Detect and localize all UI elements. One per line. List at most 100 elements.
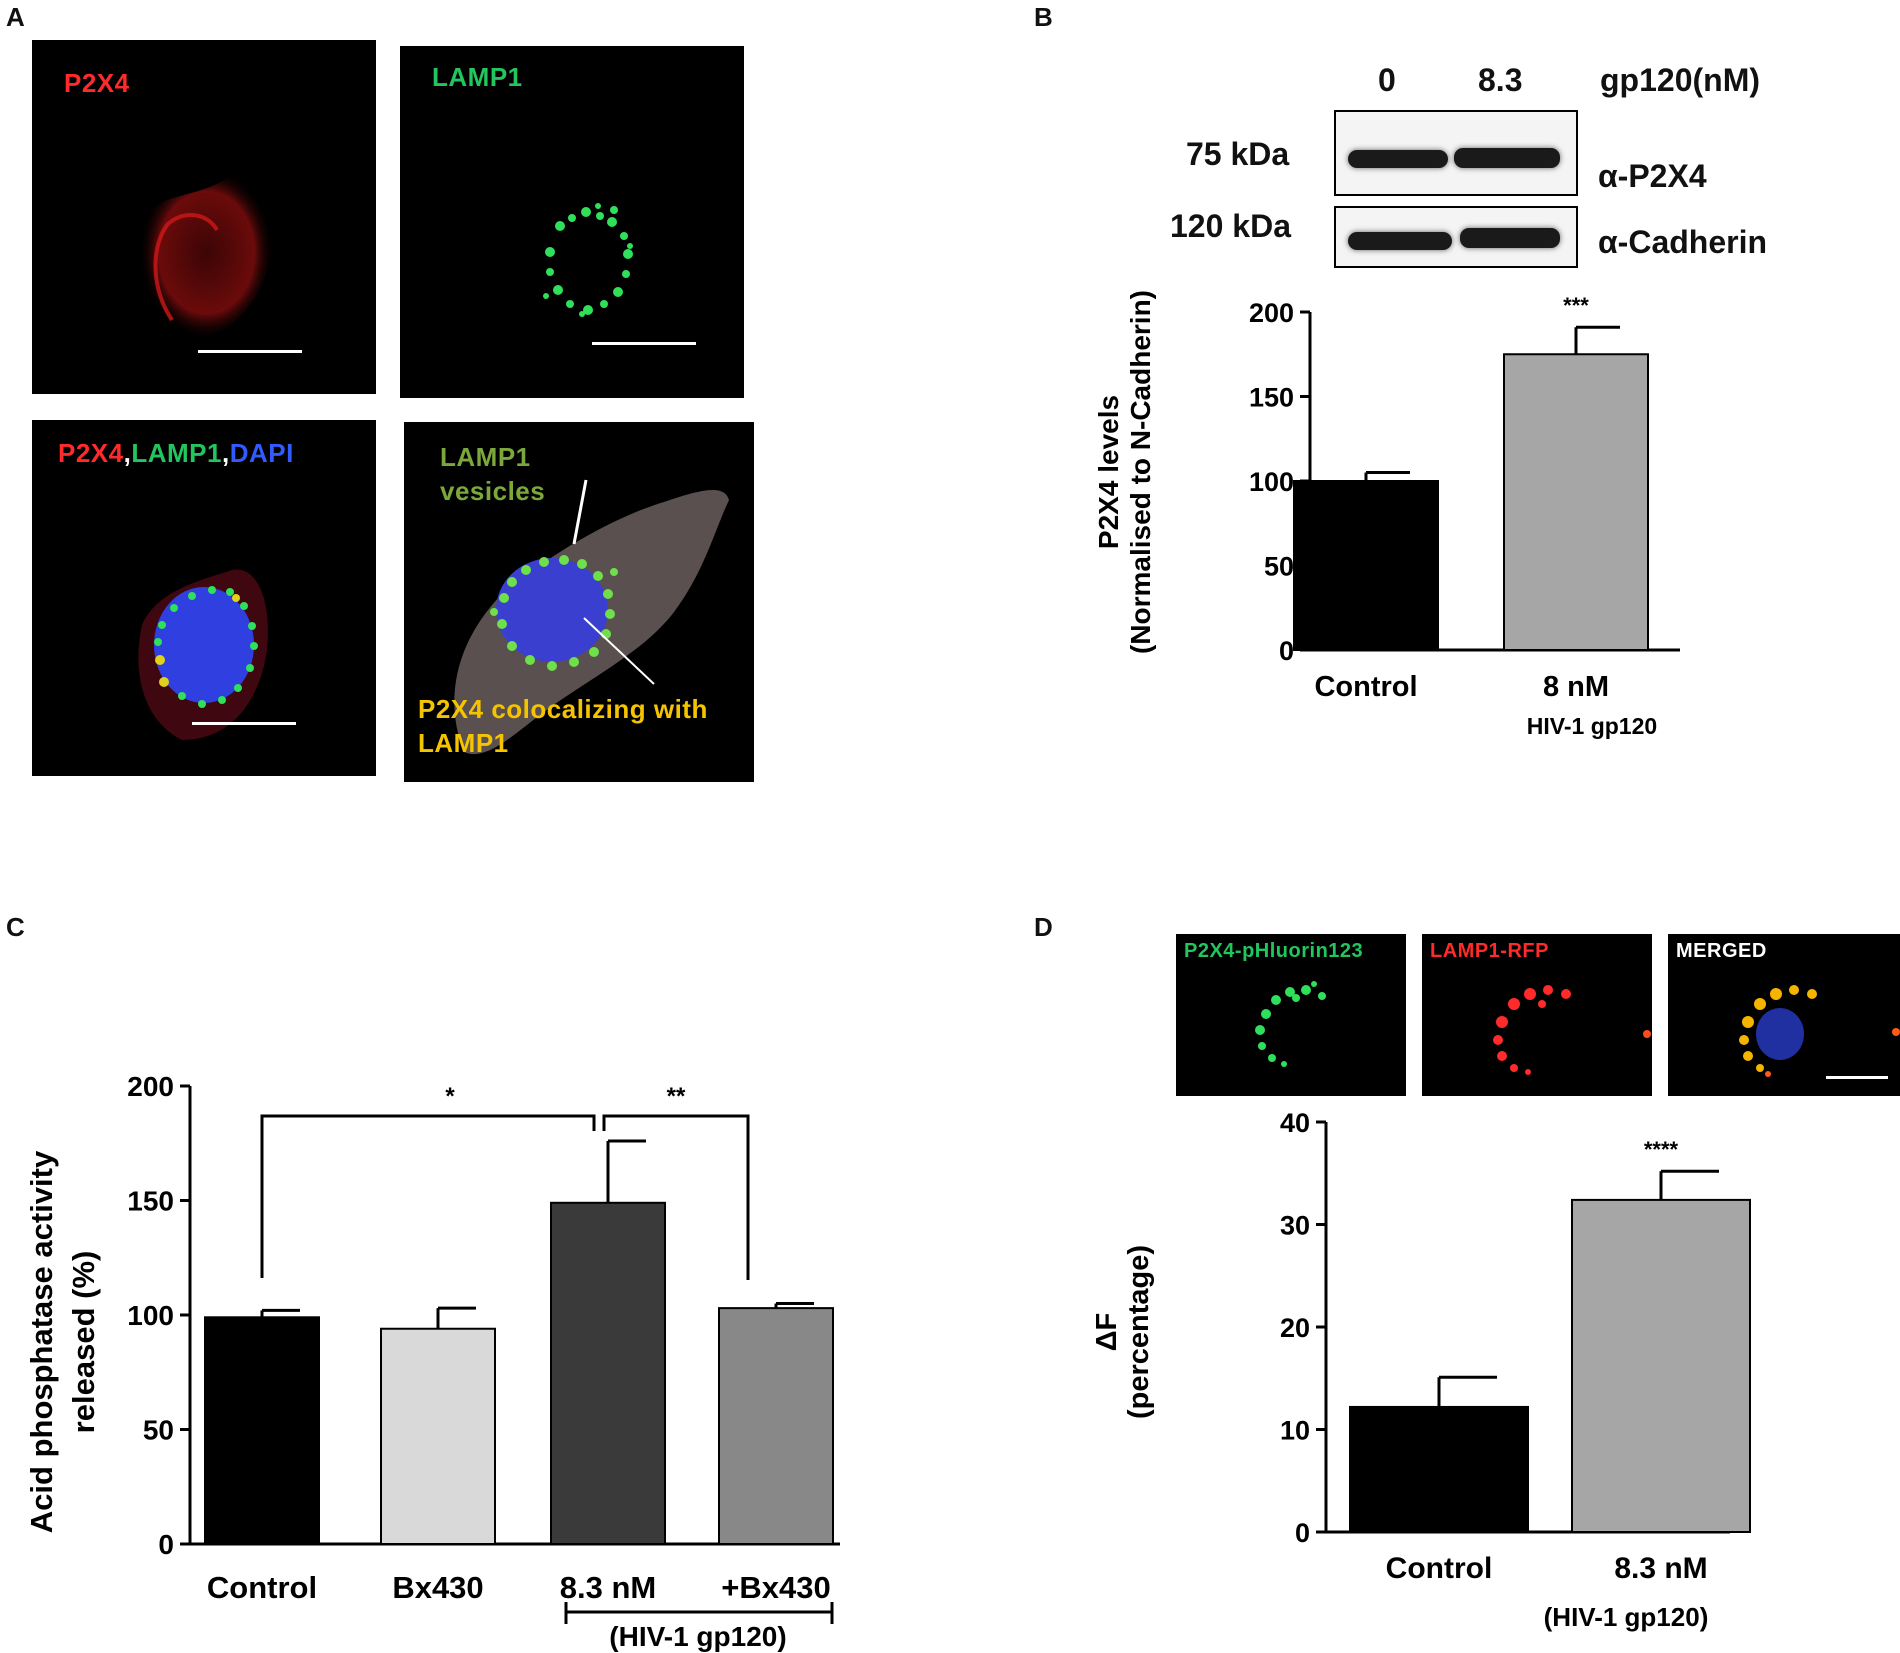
category-label: +Bx430 bbox=[721, 1570, 830, 1605]
tile-label-lamp1-rfp: LAMP1-RFP bbox=[1430, 940, 1549, 962]
micrograph-3d-render: LAMP1 vesicles P2X4 colocalizing with LA… bbox=[404, 422, 754, 782]
bar-chart-c: 0 50 100 150 200 Control Bx430 8.3 nM +Bx430 Acid… bbox=[24, 1071, 840, 1652]
bar bbox=[1349, 1405, 1529, 1534]
micrograph-lamp1-rfp: LAMP1-RFP bbox=[1422, 934, 1652, 1096]
significance-bracket bbox=[602, 1114, 750, 1280]
merge-label-comma: , bbox=[221, 438, 230, 468]
render-label-line: P2X4 colocalizing with bbox=[418, 694, 708, 724]
blot-band-box bbox=[1334, 110, 1578, 196]
panel-letter-c: C bbox=[6, 912, 25, 942]
blot-band-box bbox=[1334, 206, 1578, 268]
tile-label-merged: MERGED bbox=[1676, 940, 1767, 962]
bar bbox=[550, 1201, 666, 1545]
y-tick-label: 50 bbox=[143, 1415, 174, 1446]
tile-label-pHluorin: P2X4-pHluorin123 bbox=[1184, 940, 1364, 962]
micrograph-lamp1: LAMP1 bbox=[400, 46, 744, 398]
y-tick-label: 150 bbox=[127, 1186, 174, 1217]
render-cell-image bbox=[454, 479, 729, 755]
y-tick-label: 100 bbox=[127, 1300, 174, 1331]
y-axis-label: released (%) bbox=[66, 1251, 101, 1434]
mw-label: 75 kDa bbox=[1186, 136, 1290, 172]
bar bbox=[1571, 1198, 1751, 1534]
lamp1-rfp-cell-image bbox=[1493, 985, 1651, 1075]
y-tick-label: 20 bbox=[1280, 1313, 1310, 1343]
merged-cell-image bbox=[138, 569, 268, 740]
category-label: 8.3 nM bbox=[560, 1570, 656, 1605]
category-sublabel: HIV-1 gp120 bbox=[1527, 713, 1657, 739]
group-label: (HIV-1 gp120) bbox=[609, 1621, 786, 1652]
y-axis-label: P2X4 levels bbox=[1093, 395, 1124, 549]
panel-letter-b: B bbox=[1034, 2, 1053, 32]
micrograph-merged: P2X4,LAMP1,DAPI bbox=[32, 420, 376, 776]
micrograph-merged-d: MERGED bbox=[1668, 934, 1900, 1096]
merge-label: P2X4,LAMP1,DAPI bbox=[58, 438, 294, 469]
y-axis-label: (Normalised to N-Cadherin) bbox=[1125, 290, 1156, 654]
significance-bracket bbox=[260, 1114, 596, 1278]
lane-label: 8.3 bbox=[1478, 62, 1523, 98]
bar bbox=[1293, 480, 1439, 651]
panel-letter-d: D bbox=[1034, 912, 1053, 942]
antibody-label: α-P2X4 bbox=[1598, 158, 1707, 194]
bar bbox=[380, 1327, 496, 1545]
merge-label-comma: , bbox=[123, 438, 132, 468]
pHluorin-cell-image bbox=[1255, 981, 1326, 1067]
merge-label-lamp1: LAMP1 bbox=[131, 438, 222, 468]
category-label: 8.3 nM bbox=[1614, 1552, 1707, 1585]
significance-label: ** bbox=[667, 1083, 686, 1110]
tile-label-p2x4: P2X4 bbox=[64, 68, 130, 98]
mw-label: 120 kDa bbox=[1170, 208, 1291, 244]
group-label: (HIV-1 gp120) bbox=[1544, 1602, 1709, 1632]
scale-bar bbox=[198, 350, 302, 353]
y-tick-label: 200 bbox=[127, 1071, 174, 1102]
bar bbox=[204, 1316, 320, 1546]
micrograph-pHluorin: P2X4-pHluorin123 bbox=[1176, 934, 1406, 1096]
y-tick-label: 0 bbox=[1279, 636, 1294, 666]
bar bbox=[1503, 353, 1649, 651]
panel-letter-a: A bbox=[6, 2, 25, 32]
y-tick-label: 100 bbox=[1249, 467, 1294, 497]
blot-band bbox=[1454, 148, 1560, 168]
merged-d-cell-image bbox=[1739, 985, 1900, 1077]
tile-label-lamp1: LAMP1 bbox=[432, 62, 523, 92]
p2x4-cell-image bbox=[138, 165, 275, 340]
y-tick-label: 40 bbox=[1280, 1108, 1310, 1138]
significance-label: *** bbox=[1563, 293, 1589, 318]
blot-band bbox=[1348, 150, 1448, 168]
y-axis-label: Acid phosphatase activity bbox=[24, 1150, 59, 1533]
significance-label: * bbox=[445, 1083, 455, 1110]
scale-bar bbox=[1826, 1076, 1888, 1079]
treatment-label: gp120(nM) bbox=[1600, 62, 1760, 98]
y-tick-label: 150 bbox=[1249, 383, 1294, 413]
category-label: 8 nM bbox=[1543, 671, 1609, 703]
category-label: Control bbox=[1386, 1552, 1493, 1585]
bar-chart-d: 0 10 20 30 40 Control 8.3 nM **** ΔF (percentage)… bbox=[1091, 1108, 1751, 1632]
y-axis-label: (percentage) bbox=[1123, 1245, 1155, 1419]
scale-bar bbox=[192, 722, 296, 725]
category-label: Bx430 bbox=[392, 1570, 483, 1605]
render-label-line: LAMP1 bbox=[440, 442, 531, 472]
y-tick-label: 0 bbox=[1295, 1518, 1310, 1548]
y-tick-label: 10 bbox=[1280, 1416, 1310, 1446]
scale-bar bbox=[592, 342, 696, 345]
bar bbox=[718, 1307, 834, 1545]
render-label-coloc: P2X4 colocalizing with LAMP1 bbox=[418, 692, 708, 760]
y-tick-label: 200 bbox=[1249, 298, 1294, 328]
blot-band bbox=[1348, 232, 1452, 250]
y-tick-label: 30 bbox=[1280, 1211, 1310, 1241]
render-label-vesicles: LAMP1 vesicles bbox=[440, 440, 545, 508]
category-label: Control bbox=[207, 1570, 317, 1605]
blot-band bbox=[1460, 228, 1560, 248]
merge-label-dapi: DAPI bbox=[229, 438, 294, 468]
y-axis-label: ΔF bbox=[1091, 1313, 1123, 1352]
y-tick-label: 50 bbox=[1264, 552, 1294, 582]
render-label-line: LAMP1 bbox=[418, 728, 509, 758]
category-label: Control bbox=[1314, 671, 1417, 703]
render-label-line: vesicles bbox=[440, 476, 546, 506]
micrograph-p2x4: P2X4 bbox=[32, 40, 376, 394]
y-tick-label: 0 bbox=[158, 1529, 174, 1560]
bar-chart-b: 0 50 100 150 200 Control 8 nM HIV-1 gp120 *** P2X… bbox=[1093, 290, 1680, 739]
lamp1-cell-image bbox=[543, 203, 633, 317]
antibody-label: α-Cadherin bbox=[1598, 224, 1768, 260]
merge-label-p2x4: P2X4 bbox=[58, 438, 124, 468]
significance-label: **** bbox=[1644, 1137, 1679, 1162]
